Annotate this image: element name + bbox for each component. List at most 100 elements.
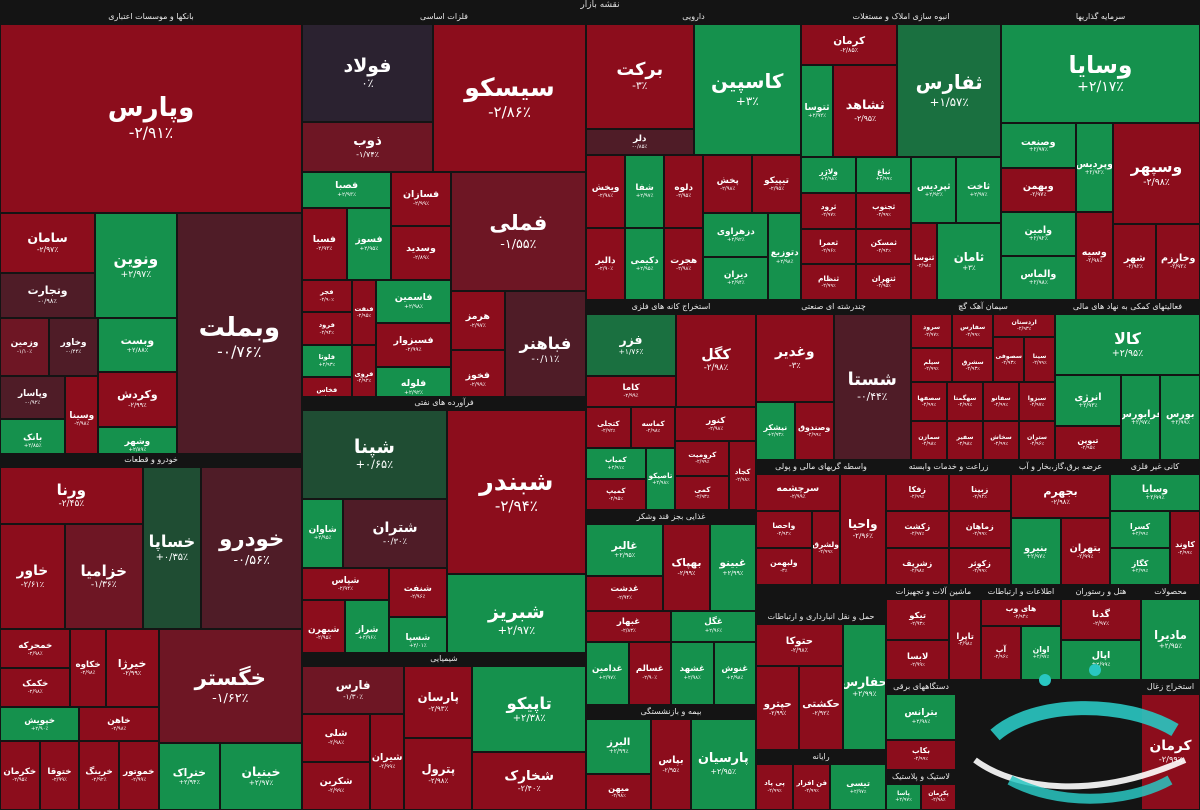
stock-tile[interactable]: کاما -۲/۹۹٪ — [586, 375, 676, 407]
stock-tile[interactable]: میهن -۲/۹۸٪ — [586, 773, 652, 810]
stock-tile[interactable]: تیسی +۲/۹۷٪ — [830, 764, 886, 810]
stock-tile[interactable]: سفیر -۲/۹۸٪ — [947, 421, 983, 460]
stock-tile[interactable]: بورس +۲/۹۹٪ — [1160, 375, 1200, 460]
stock-tile[interactable]: شهر -۲/۹۲٪ — [1112, 224, 1157, 300]
stock-tile[interactable]: ثاخت +۲/۹۷٪ — [956, 157, 1001, 224]
stock-tile[interactable]: دکیمی +۲/۹۵٪ — [625, 227, 665, 300]
stock-tile[interactable]: زبینا -۲/۹۴٪ — [948, 474, 1011, 511]
stock-tile[interactable]: خموتور -۲/۹۹٪ — [118, 741, 159, 810]
stock-tile[interactable]: فاسمین +۲/۹۸٪ — [376, 279, 451, 324]
stock-tile[interactable]: سهگمتا -۲/۹۹٪ — [947, 382, 983, 422]
stock-tile[interactable]: پکرمان -۲/۹۸٪ — [921, 784, 956, 810]
stock-tile[interactable]: ثنظام -۲/۹۹٪ — [801, 264, 857, 300]
stock-tile[interactable]: وسیه -۲/۹۸٪ — [1075, 211, 1113, 300]
stock-tile[interactable]: پترول -۲/۹۸٪ — [404, 738, 473, 810]
stock-tile[interactable]: بنیرو +۲/۹۷٪ — [1011, 518, 1061, 585]
stock-tile[interactable]: زکوثر -۲/۹۹٪ — [948, 548, 1011, 585]
stock-tile[interactable]: ذوب -۱/۷۴٪ — [302, 122, 434, 172]
stock-tile[interactable]: دلوه -۲/۹۵٪ — [664, 155, 704, 228]
stock-tile[interactable]: ثپردیس +۲/۹۲٪ — [911, 157, 957, 224]
stock-tile[interactable]: پاسا +۲/۹۷٪ — [886, 784, 921, 810]
stock-tile[interactable]: پارسان -۲/۹۳٪ — [404, 666, 473, 738]
stock-tile[interactable]: حتوکا -۲/۹۸٪ — [756, 624, 843, 666]
stock-tile[interactable]: غبینو +۲/۹۹٪ — [709, 524, 756, 611]
stock-tile[interactable]: سشرق -۲/۹۳٪ — [952, 348, 994, 383]
stock-tile[interactable]: فنفت -۲/۹۵٪ — [351, 279, 377, 345]
stock-tile[interactable]: شلی -۲/۹۸٪ — [302, 714, 371, 762]
stock-tile[interactable]: شتران -۰/۳۰٪ — [343, 498, 447, 568]
stock-tile[interactable]: وخاور -۰/۴۴٪ — [49, 317, 99, 376]
stock-tile[interactable]: فباهنر -۰/۱۱٪ — [504, 290, 586, 410]
stock-tile[interactable]: پارسیان +۲/۹۵٪ — [690, 719, 756, 810]
stock-tile[interactable]: سرود -۲/۹۷٪ — [911, 314, 953, 349]
stock-tile[interactable]: ولبهمن -۳٪ — [756, 548, 812, 585]
stock-tile[interactable]: فزر +۱/۷۶٪ — [586, 314, 676, 376]
stock-tile[interactable]: سمازن -۲/۹۸٪ — [911, 421, 947, 460]
stock-tile[interactable]: وغدیر -۳٪ — [756, 314, 834, 402]
stock-tile[interactable]: وپاسار -۰/۹۲٪ — [0, 375, 66, 420]
stock-tile[interactable]: نیشکر +۲/۹۳٪ — [756, 401, 795, 460]
stock-tile[interactable]: کاسپین +۳٪ — [693, 24, 801, 156]
stock-tile[interactable]: ثتوسا +۲/۹۲٪ — [801, 64, 834, 158]
stock-tile[interactable]: وبملت -۰/۷۶٪ — [176, 212, 302, 463]
stock-tile[interactable]: اردستان -۲/۹۳٪ — [993, 314, 1055, 337]
stock-tile[interactable]: ستران -۲/۹۶٪ — [1019, 421, 1055, 460]
stock-tile[interactable]: ثنوسا -۲/۹۸٪ — [911, 223, 937, 300]
stock-tile[interactable]: سصفها -۲/۹۹٪ — [911, 382, 947, 422]
stock-tile[interactable]: واحیا -۲/۹۶٪ — [839, 474, 886, 585]
stock-tile[interactable]: شنفت -۲/۹۶٪ — [388, 567, 447, 617]
stock-tile[interactable]: کمی -۲/۹۳٪ — [675, 475, 730, 510]
stock-tile[interactable]: وصندوق -۲/۹۹٪ — [794, 401, 834, 460]
stock-tile[interactable]: های وب -۲/۹۴٪ — [981, 599, 1061, 626]
stock-tile[interactable]: زشریف -۲/۹۸٪ — [886, 548, 949, 585]
stock-tile[interactable]: غسالم -۲/۹۰٪ — [628, 642, 671, 705]
stock-tile[interactable]: زفکا -۲/۹۹٪ — [886, 474, 949, 511]
stock-tile[interactable]: تاپیکو +۲/۳۸٪ — [472, 666, 586, 753]
stock-tile[interactable]: کمیپ -۲/۹۵٪ — [586, 478, 646, 510]
stock-tile[interactable]: شستا -۰/۴۴٪ — [833, 314, 911, 460]
stock-tile[interactable]: کگل -۲/۹۸٪ — [676, 314, 756, 407]
stock-tile[interactable]: اوان +۲/۹۷٪ — [1021, 626, 1061, 680]
stock-tile[interactable]: بکاب -۲/۹۹٪ — [886, 739, 956, 770]
stock-tile[interactable]: خکمک -۲/۹۸٪ — [0, 668, 71, 707]
stock-tile[interactable]: ثباغ +۲/۹۹٪ — [856, 157, 912, 193]
stock-tile[interactable]: خاور -۲/۶۱٪ — [0, 524, 65, 630]
stock-tile[interactable]: خاهن -۲/۹۸٪ — [79, 706, 159, 742]
stock-tile[interactable]: دلر -۰/۸۵٪ — [586, 129, 694, 156]
stock-tile[interactable]: برکت -۳٪ — [586, 24, 694, 130]
stock-tile[interactable]: والماس +۲/۹۸٪ — [1001, 255, 1076, 300]
stock-tile[interactable]: فصبا +۲/۹۳٪ — [302, 171, 392, 208]
stock-tile[interactable]: سیسکو -۲/۸۶٪ — [433, 24, 586, 172]
stock-tile[interactable]: اپال +۲/۹۹٪ — [1061, 639, 1141, 680]
stock-tile[interactable]: شفا +۲/۹۷٪ — [625, 155, 665, 228]
stock-tile[interactable]: کرومیت -۲/۹۹٪ — [675, 441, 730, 476]
stock-tile[interactable]: خساپا +۰/۳۵٪ — [142, 467, 202, 630]
stock-tile[interactable]: وخارزم -۲/۹۲٪ — [1156, 224, 1200, 300]
stock-tile[interactable]: تاصیکو +۲/۹۸٪ — [645, 447, 676, 510]
stock-tile[interactable]: ثعمرا -۲/۹۶٪ — [801, 228, 857, 265]
stock-tile[interactable]: ثشاهد -۲/۹۵٪ — [833, 64, 898, 158]
stock-tile[interactable]: واحصا -۲/۹۲٪ — [756, 511, 812, 548]
stock-tile[interactable]: دیران +۲/۹۴٪ — [703, 256, 769, 300]
stock-tile[interactable]: خرینگ -۲/۹۲٪ — [79, 741, 119, 810]
stock-tile[interactable]: بترانس +۲/۹۸٪ — [886, 694, 956, 740]
stock-tile[interactable]: حکشتی -۲/۹۲٪ — [799, 666, 843, 750]
stock-tile[interactable]: کماسه -۲/۹۸٪ — [630, 406, 676, 448]
stock-tile[interactable]: شاوان +۲/۹۵٪ — [302, 498, 344, 568]
stock-tile[interactable]: بتهران -۲/۹۹٪ — [1060, 518, 1110, 585]
stock-tile[interactable]: خگستر -۱/۶۲٪ — [158, 629, 302, 744]
stock-tile[interactable]: ختوقا -۲/۹۹٪ — [39, 741, 80, 810]
stock-tile[interactable]: سبزوا -۲/۹۷٪ — [1019, 382, 1055, 422]
stock-tile[interactable]: فولاد ۰٪ — [302, 24, 434, 123]
stock-tile[interactable]: وسایا +۲/۹۹٪ — [1110, 474, 1200, 511]
stock-tile[interactable]: خکاوه -۲/۹۸٪ — [70, 629, 106, 707]
stock-tile[interactable]: وسدید -۲/۸۹٪ — [391, 225, 451, 280]
stock-tile[interactable]: فجر -۲/۹۰٪ — [302, 279, 352, 313]
stock-tile[interactable]: ثامان +۳٪ — [936, 223, 1001, 300]
stock-tile[interactable]: بجهرم -۲/۹۸٪ — [1011, 474, 1110, 519]
stock-tile[interactable]: لابسا -۲/۹۹٪ — [886, 639, 950, 680]
stock-tile[interactable]: هجرت -۲/۹۸٪ — [664, 227, 704, 300]
stock-tile[interactable]: البرز +۲/۹۹٪ — [586, 719, 652, 774]
stock-tile[interactable]: غدامین +۲/۹۷٪ — [586, 642, 629, 705]
stock-tile[interactable]: حپترو -۲/۹۹٪ — [756, 666, 800, 750]
